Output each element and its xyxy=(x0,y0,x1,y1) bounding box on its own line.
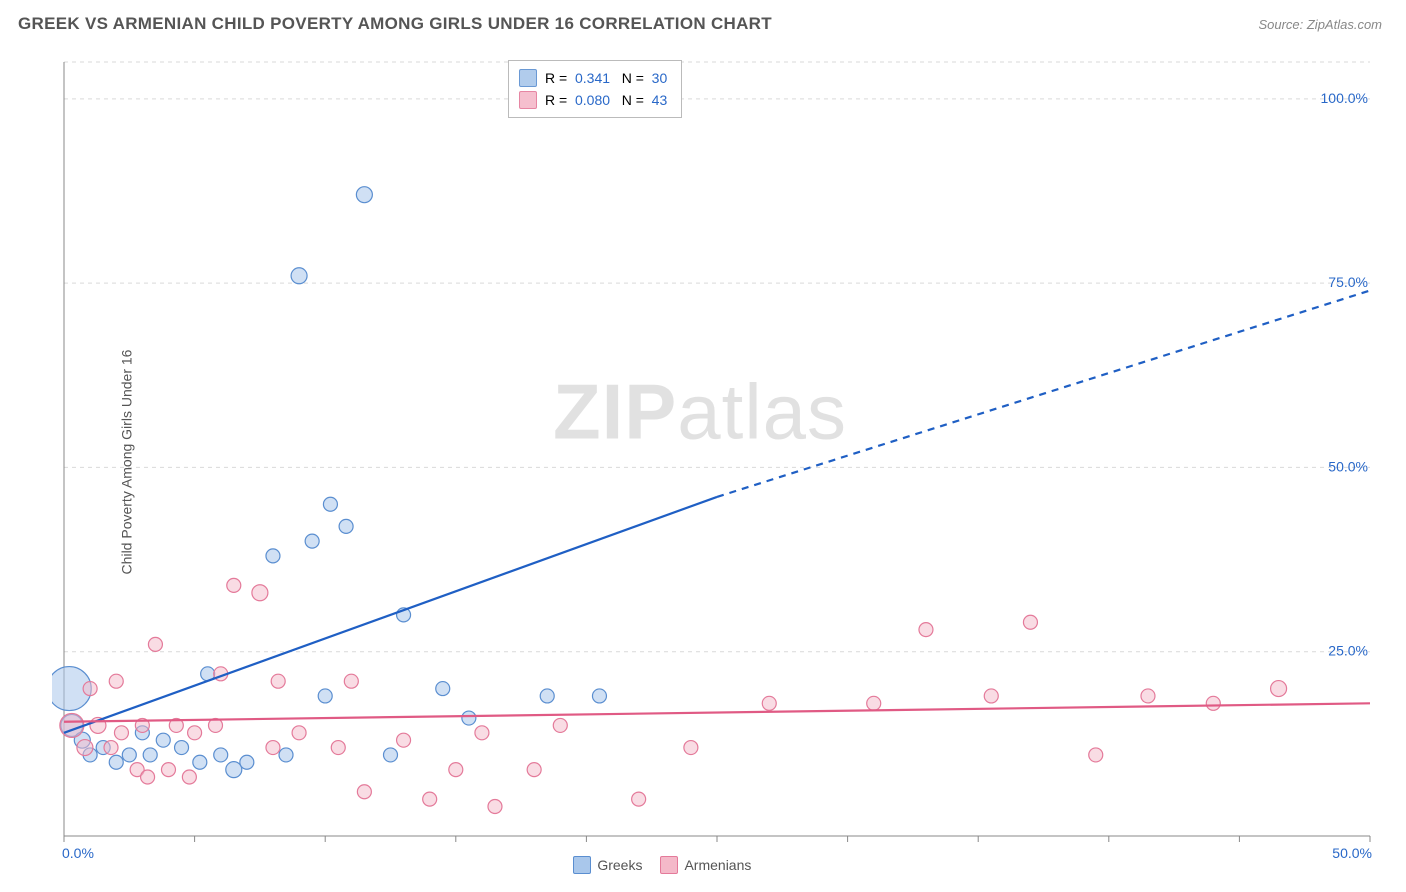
data-point xyxy=(114,726,128,740)
data-point xyxy=(1023,615,1037,629)
data-point xyxy=(122,748,136,762)
data-point xyxy=(462,711,476,725)
data-point xyxy=(867,696,881,710)
data-point xyxy=(104,741,118,755)
chart-area: Child Poverty Among Girls Under 16 25.0%… xyxy=(18,44,1382,880)
legend-swatch xyxy=(519,69,537,87)
data-point xyxy=(357,785,371,799)
data-point xyxy=(279,748,293,762)
data-point xyxy=(449,763,463,777)
data-point xyxy=(762,696,776,710)
legend-row: R = 0.341 N = 30 xyxy=(519,67,667,89)
data-point xyxy=(1089,748,1103,762)
legend-label: Greeks xyxy=(597,857,642,873)
legend-stats: R = 0.080 N = 43 xyxy=(545,92,667,108)
data-point xyxy=(527,763,541,777)
legend-swatch xyxy=(660,856,678,874)
scatter-plot: 25.0% 50.0% 75.0% 100.0% 0.0% 50.0% xyxy=(52,44,1382,880)
y-tick-label: 100.0% xyxy=(1321,90,1368,106)
data-point xyxy=(331,741,345,755)
data-point xyxy=(240,755,254,769)
legend-item: Greeks xyxy=(573,856,642,874)
data-point xyxy=(1141,689,1155,703)
chart-header: GREEK VS ARMENIAN CHILD POVERTY AMONG GI… xyxy=(0,0,1406,42)
data-point xyxy=(109,674,123,688)
data-point xyxy=(266,741,280,755)
legend-item: Armenians xyxy=(660,856,751,874)
data-point xyxy=(318,689,332,703)
data-point xyxy=(356,187,372,203)
data-point xyxy=(161,763,175,777)
data-point xyxy=(384,748,398,762)
data-point xyxy=(423,792,437,806)
chart-title: GREEK VS ARMENIAN CHILD POVERTY AMONG GI… xyxy=(18,14,772,34)
data-point xyxy=(156,733,170,747)
data-point xyxy=(291,268,307,284)
data-point xyxy=(540,689,554,703)
data-point xyxy=(592,689,606,703)
data-point xyxy=(193,755,207,769)
data-point xyxy=(141,770,155,784)
data-point xyxy=(227,578,241,592)
data-point xyxy=(226,762,242,778)
legend-swatch xyxy=(573,856,591,874)
data-point xyxy=(77,740,93,756)
data-point xyxy=(252,585,268,601)
data-point xyxy=(83,682,97,696)
data-point xyxy=(436,682,450,696)
data-point xyxy=(188,726,202,740)
legend-row: R = 0.080 N = 43 xyxy=(519,89,667,111)
data-point xyxy=(109,755,123,769)
data-point xyxy=(305,534,319,548)
data-point xyxy=(271,674,285,688)
data-point xyxy=(266,549,280,563)
source-label: Source: ZipAtlas.com xyxy=(1258,17,1382,32)
data-point xyxy=(339,519,353,533)
correlation-legend: R = 0.341 N = 30 R = 0.080 N = 43 xyxy=(508,60,682,118)
legend-stats: R = 0.341 N = 30 xyxy=(545,70,667,86)
data-point xyxy=(984,689,998,703)
series-legend: Greeks Armenians xyxy=(573,856,751,874)
x-tick-label: 0.0% xyxy=(62,845,94,861)
legend-swatch xyxy=(519,91,537,109)
data-point xyxy=(344,674,358,688)
data-point xyxy=(919,623,933,637)
data-point xyxy=(632,792,646,806)
data-point xyxy=(292,726,306,740)
trend-line-dashed xyxy=(717,291,1370,497)
x-tick-label: 50.0% xyxy=(1332,845,1372,861)
data-point xyxy=(175,741,189,755)
data-point xyxy=(475,726,489,740)
data-point xyxy=(1271,681,1287,697)
y-tick-label: 75.0% xyxy=(1328,274,1368,290)
y-tick-label: 25.0% xyxy=(1328,643,1368,659)
data-point xyxy=(148,637,162,651)
data-point xyxy=(553,718,567,732)
data-point xyxy=(488,800,502,814)
legend-label: Armenians xyxy=(684,857,751,873)
data-point xyxy=(323,497,337,511)
data-point xyxy=(60,713,84,737)
trend-line xyxy=(64,703,1370,721)
data-point xyxy=(684,741,698,755)
data-point xyxy=(182,770,196,784)
trend-line xyxy=(64,497,717,733)
data-point xyxy=(397,733,411,747)
data-point xyxy=(214,748,228,762)
data-point xyxy=(143,748,157,762)
data-point xyxy=(1206,696,1220,710)
y-tick-label: 50.0% xyxy=(1328,458,1368,474)
